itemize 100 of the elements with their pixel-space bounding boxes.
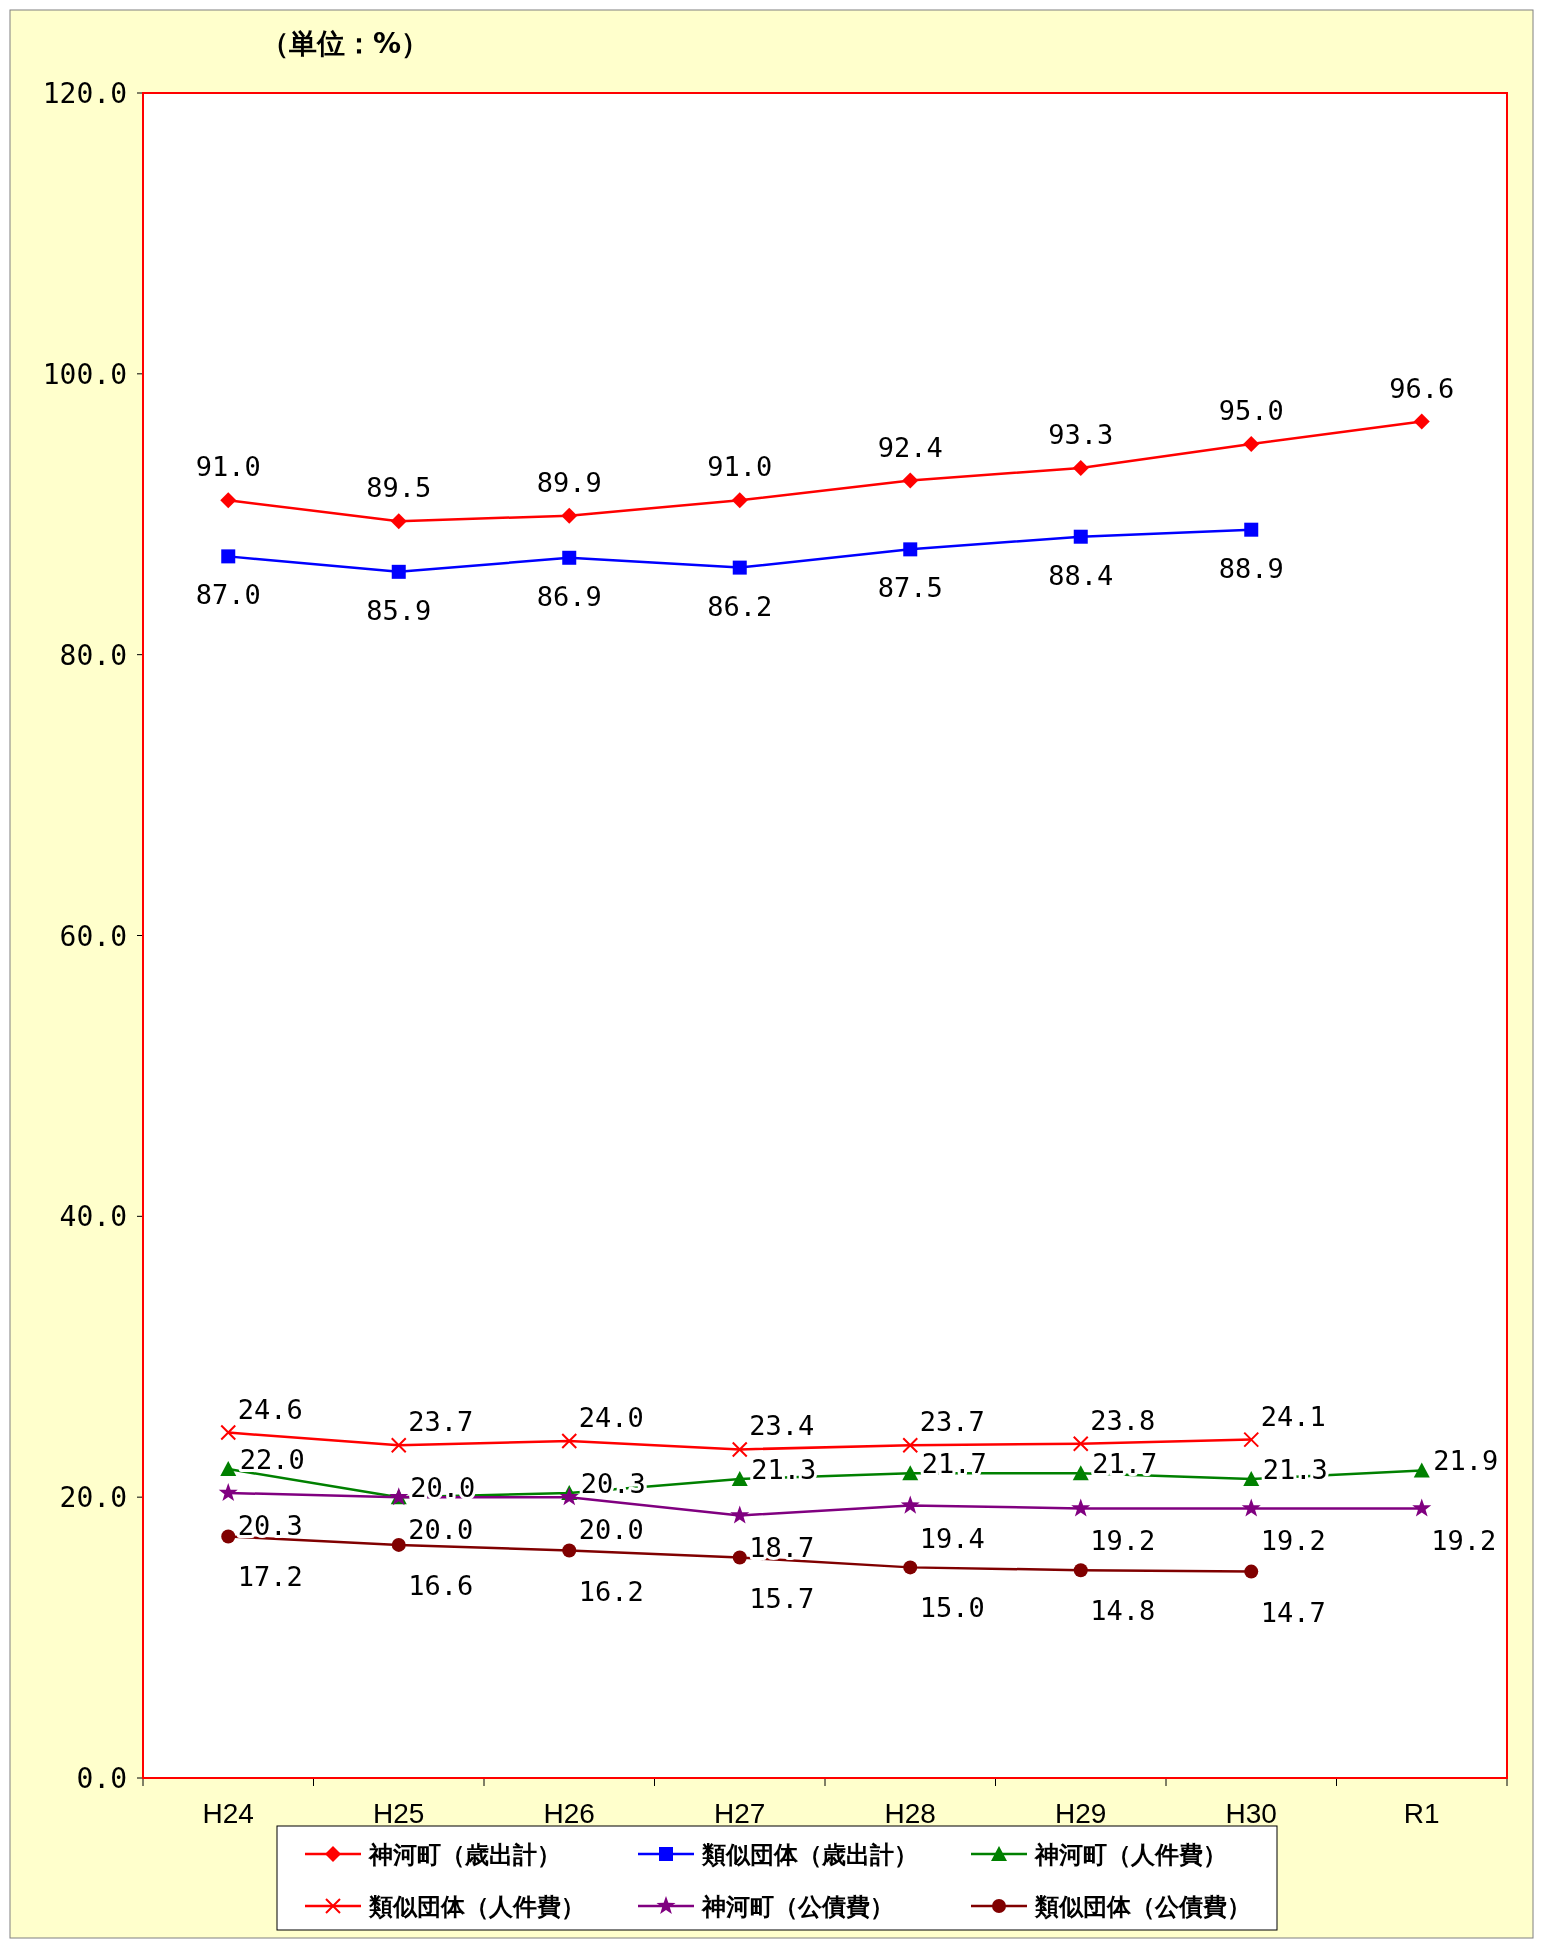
point xyxy=(902,1437,919,1454)
point xyxy=(561,1433,578,1449)
y-tick-label: 100.0 xyxy=(42,357,127,391)
point xyxy=(903,542,918,557)
data-label: 16.6 xyxy=(408,1569,474,1601)
point xyxy=(391,1537,406,1552)
y-axis-title: （単位：%） xyxy=(260,27,430,60)
data-label: 88.9 xyxy=(1218,552,1284,584)
data-label: 24.0 xyxy=(578,1402,644,1433)
x-tick-label: R1 xyxy=(1403,1798,1440,1829)
point xyxy=(561,507,578,524)
x-tick-label: H30 xyxy=(1225,1798,1277,1829)
point xyxy=(562,1543,577,1558)
data-label: 19.2 xyxy=(1090,1525,1156,1557)
data-label: 21.9 xyxy=(1433,1445,1499,1477)
data-label: 19.4 xyxy=(919,1522,985,1554)
data-label: 89.5 xyxy=(366,472,432,504)
data-label: 21.7 xyxy=(1092,1448,1158,1480)
data-label: 19.2 xyxy=(1260,1525,1326,1557)
point xyxy=(1072,1465,1089,1481)
point xyxy=(732,1550,747,1565)
legend-label: 類似団体（人件費） xyxy=(368,1893,585,1921)
y-tick-label: 60.0 xyxy=(59,919,127,953)
point xyxy=(731,1441,748,1458)
point xyxy=(562,550,577,565)
data-label: 14.7 xyxy=(1260,1596,1326,1628)
x-tick-label: H26 xyxy=(543,1798,595,1829)
data-label: 93.3 xyxy=(1048,418,1114,450)
data-label: 86.9 xyxy=(536,580,602,612)
data-label: 88.4 xyxy=(1048,559,1114,591)
data-label: 85.9 xyxy=(366,594,432,626)
x-tick-label: H25 xyxy=(373,1798,425,1829)
data-label: 20.0 xyxy=(410,1472,476,1504)
legend-label: 類似団体（公債費） xyxy=(1034,1893,1251,1921)
y-tick-label: 80.0 xyxy=(59,638,127,672)
point xyxy=(218,1482,238,1502)
y-tick-label: 0.0 xyxy=(76,1762,127,1795)
data-label: 96.6 xyxy=(1389,372,1455,404)
data-label: 23.4 xyxy=(749,1410,815,1442)
data-label: 20.3 xyxy=(237,1509,303,1541)
legend-label: 類似団体（歳出計） xyxy=(701,1841,918,1869)
data-label: 92.4 xyxy=(877,431,943,463)
data-label: 21.7 xyxy=(921,1448,987,1480)
data-label: 95.0 xyxy=(1218,395,1284,427)
point xyxy=(1243,1431,1260,1448)
data-label: 22.0 xyxy=(239,1444,305,1476)
data-label: 87.0 xyxy=(195,579,261,611)
point xyxy=(731,1470,748,1486)
data-label: 20.0 xyxy=(578,1514,644,1546)
point xyxy=(220,1424,237,1441)
point xyxy=(902,1465,919,1481)
data-label: 23.7 xyxy=(919,1406,985,1438)
point xyxy=(391,564,406,579)
point xyxy=(390,513,407,530)
point xyxy=(1413,413,1430,430)
data-label: 14.8 xyxy=(1090,1595,1156,1627)
point xyxy=(220,1461,237,1477)
point xyxy=(732,560,747,575)
data-label: 86.2 xyxy=(707,590,773,622)
point xyxy=(1073,529,1088,544)
data-label: 16.2 xyxy=(578,1575,644,1607)
x-tick-label: H29 xyxy=(1055,1798,1107,1829)
data-label: 20.0 xyxy=(408,1514,474,1546)
x-tick-label: H27 xyxy=(714,1798,766,1829)
point xyxy=(1244,1564,1259,1579)
y-tick-label: 120.0 xyxy=(42,77,127,110)
point xyxy=(1072,459,1089,476)
y-tick-label: 20.0 xyxy=(59,1481,127,1515)
point xyxy=(221,549,236,564)
data-label: 21.3 xyxy=(751,1453,817,1485)
point xyxy=(1244,522,1259,537)
data-label: 89.9 xyxy=(536,466,602,498)
y-tick-label: 40.0 xyxy=(59,1200,127,1234)
point xyxy=(1241,1498,1261,1517)
point xyxy=(1412,1498,1432,1517)
data-label: 23.7 xyxy=(408,1406,474,1438)
point xyxy=(1243,1470,1260,1486)
data-label: 24.6 xyxy=(237,1393,303,1425)
data-label: 15.7 xyxy=(749,1582,815,1614)
legend-label: 神河町（歳出計） xyxy=(368,1841,561,1869)
point xyxy=(559,1487,579,1506)
point xyxy=(220,492,237,509)
data-label: 15.0 xyxy=(919,1592,985,1624)
data-label: 23.8 xyxy=(1090,1404,1156,1436)
point xyxy=(1073,1563,1088,1578)
data-label: 17.2 xyxy=(237,1561,303,1593)
point xyxy=(903,1560,918,1575)
data-label: 18.7 xyxy=(749,1532,815,1564)
point xyxy=(730,1505,750,1524)
point xyxy=(902,472,919,489)
point xyxy=(221,1529,236,1544)
data-label: 19.2 xyxy=(1431,1525,1497,1557)
data-label: 24.1 xyxy=(1260,1400,1326,1432)
data-label: 87.5 xyxy=(877,572,943,604)
data-label: 91.0 xyxy=(195,451,261,483)
point xyxy=(1072,1435,1089,1452)
legend-label: 神河町（人件費） xyxy=(1034,1841,1227,1869)
point xyxy=(390,1437,407,1454)
x-tick-label: H24 xyxy=(202,1798,254,1829)
point xyxy=(900,1495,920,1514)
